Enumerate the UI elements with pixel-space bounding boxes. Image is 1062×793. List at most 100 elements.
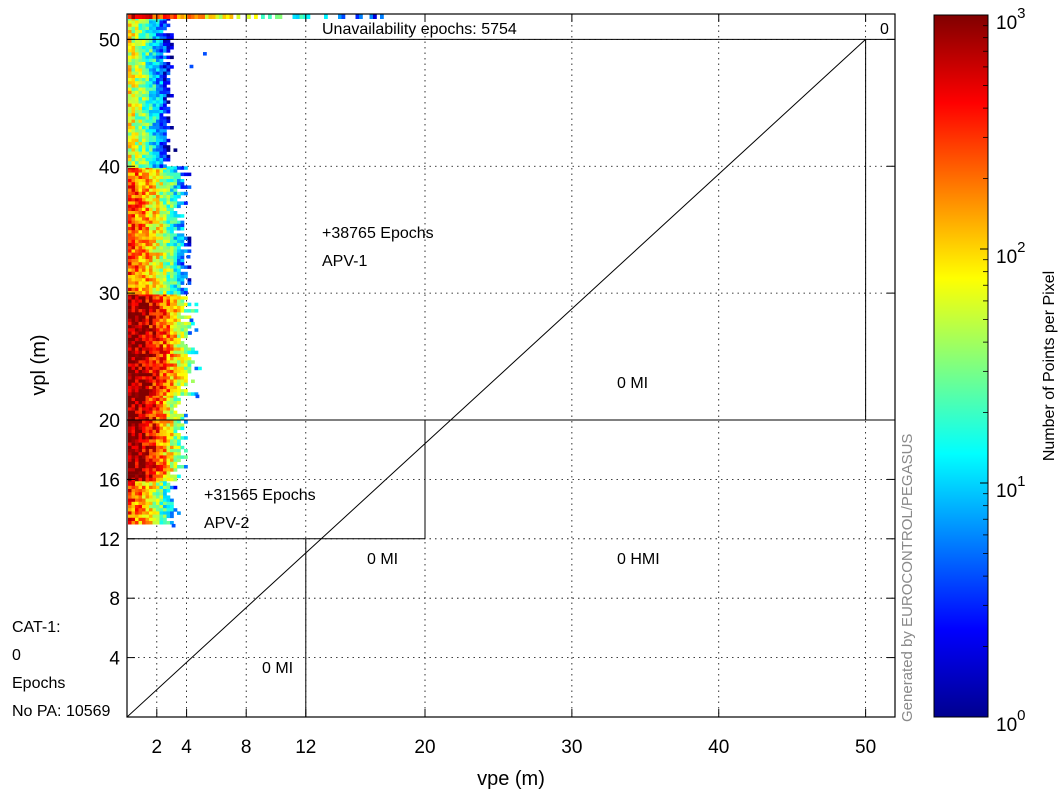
density-cell <box>145 363 150 367</box>
density-cell <box>170 385 174 390</box>
density-cell <box>142 287 146 292</box>
density-cell <box>135 227 139 231</box>
density-cell <box>180 445 185 450</box>
density-cell <box>159 293 164 297</box>
density-cell <box>184 382 188 387</box>
density-cell <box>138 217 143 221</box>
density-cell <box>128 517 132 522</box>
density-cell <box>163 148 167 152</box>
density-cell <box>135 36 139 40</box>
density-cell <box>145 30 150 34</box>
density-cell <box>166 505 171 509</box>
density-cell <box>135 328 139 332</box>
density-cell <box>149 284 153 289</box>
density-cell <box>145 116 150 120</box>
density-cell <box>170 426 174 431</box>
density-cell <box>173 357 178 361</box>
density-cell <box>156 265 160 269</box>
density-cell <box>145 100 150 104</box>
density-cell <box>156 331 160 335</box>
density-cell <box>135 420 139 424</box>
density-cell <box>156 185 160 189</box>
density-cell <box>145 62 150 66</box>
density-cell <box>170 14 174 19</box>
density-cell <box>149 508 153 512</box>
density-cell <box>177 223 181 228</box>
density-cell <box>131 262 136 266</box>
density-cell <box>138 103 143 108</box>
density-cell <box>149 207 153 212</box>
density-cell <box>149 243 153 247</box>
density-cell <box>128 185 132 189</box>
density-cell <box>152 417 157 421</box>
density-cell <box>128 81 132 85</box>
density-cell <box>145 161 150 165</box>
density-cell <box>180 182 185 186</box>
density-cell <box>135 433 139 437</box>
density-cell <box>177 236 181 241</box>
density-cell <box>142 271 146 276</box>
density-cell <box>170 265 174 269</box>
density-cell <box>156 87 160 92</box>
density-cell <box>166 191 171 196</box>
density-cell <box>138 392 143 396</box>
density-cell <box>138 39 143 44</box>
density-cell <box>173 392 178 396</box>
density-cell <box>131 357 136 361</box>
density-cell <box>166 423 171 427</box>
x-tick-label: 20 <box>414 737 435 758</box>
density-cell <box>152 138 157 143</box>
density-cell <box>152 305 157 310</box>
density-cell <box>142 291 146 295</box>
density-cell <box>145 449 150 453</box>
density-cell <box>159 145 164 149</box>
density-cell <box>149 14 153 19</box>
density-cell <box>184 465 188 469</box>
density-cell <box>236 14 241 19</box>
density-cell <box>163 275 167 279</box>
density-cell <box>156 71 160 76</box>
density-cell <box>173 508 178 512</box>
density-cell <box>159 55 164 60</box>
density-cell <box>173 328 178 332</box>
density-cell <box>163 227 167 231</box>
density-cell <box>128 436 132 440</box>
density-cell <box>149 236 153 241</box>
density-cell <box>149 275 153 279</box>
density-cell <box>152 511 157 515</box>
density-cell <box>163 252 167 257</box>
density-cell <box>187 392 192 396</box>
density-cell <box>156 482 160 487</box>
density-cell <box>170 325 174 329</box>
density-cell <box>159 142 164 146</box>
density-cell <box>152 198 157 202</box>
density-cell <box>142 485 146 490</box>
density-cell <box>145 207 150 212</box>
density-cell <box>180 328 185 332</box>
density-cell <box>135 161 139 165</box>
density-cell <box>173 198 178 202</box>
density-cell <box>131 461 136 466</box>
density-cell <box>138 305 143 310</box>
density-cell <box>142 20 146 24</box>
density-cell <box>177 220 181 225</box>
density-cell <box>159 474 164 479</box>
density-cell <box>187 14 192 19</box>
density-cell <box>128 175 132 180</box>
density-cell <box>135 373 139 377</box>
density-cell <box>135 26 139 31</box>
density-cell <box>131 169 136 173</box>
density-cell <box>152 426 157 431</box>
density-cell <box>159 220 164 225</box>
density-cell <box>159 331 164 335</box>
density-cell <box>173 239 178 244</box>
density-cell <box>145 341 150 345</box>
density-cell <box>149 429 153 434</box>
density-cell <box>163 334 167 339</box>
density-cell <box>128 360 132 364</box>
density-cell <box>170 220 174 225</box>
density-cell <box>184 275 188 279</box>
density-cell <box>142 401 146 405</box>
density-cell <box>166 223 171 228</box>
density-cell <box>128 14 132 19</box>
